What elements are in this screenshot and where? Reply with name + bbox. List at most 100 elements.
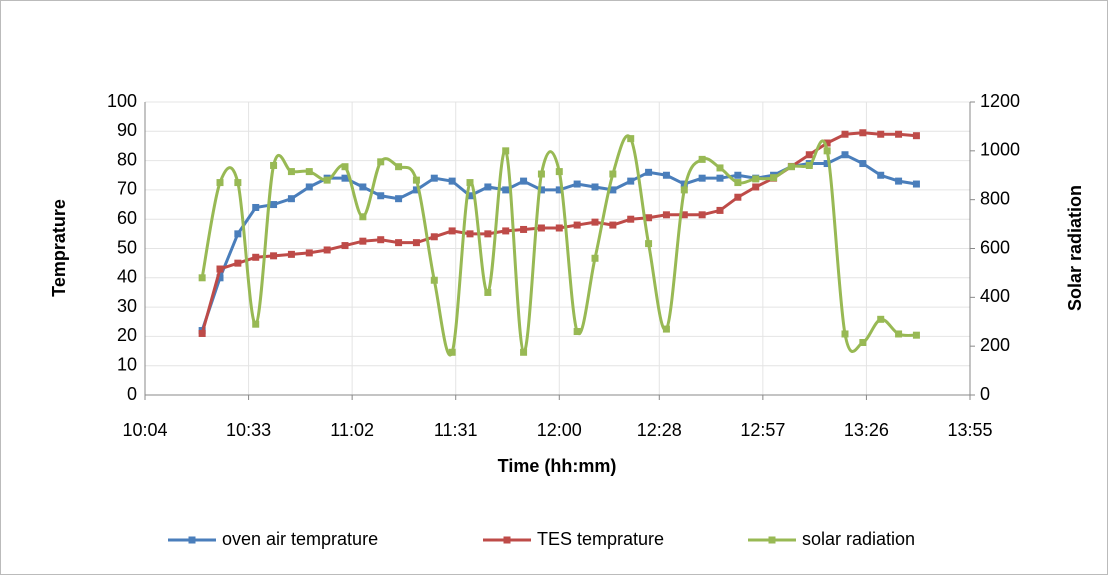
- point-marker: [252, 320, 260, 328]
- point-marker: [466, 192, 474, 200]
- y2-tick-label: 200: [980, 335, 1010, 355]
- point-marker: [448, 177, 456, 185]
- point-marker: [716, 164, 724, 172]
- point-marker: [680, 211, 688, 219]
- point-marker: [252, 253, 260, 261]
- point-marker: [823, 147, 831, 155]
- point-marker: [698, 211, 706, 219]
- point-marker: [662, 325, 670, 333]
- point-marker: [537, 224, 545, 232]
- x-tick-label: 12:28: [637, 420, 682, 440]
- point-marker: [734, 179, 742, 187]
- point-marker: [859, 129, 867, 137]
- legend-label: oven air temprature: [222, 529, 378, 549]
- y-tick-label: 60: [117, 208, 137, 228]
- x-tick-label: 10:04: [122, 420, 167, 440]
- y-tick-label: 0: [127, 384, 137, 404]
- y-tick-label: 90: [117, 120, 137, 140]
- point-marker: [841, 130, 849, 138]
- point-marker: [877, 171, 885, 179]
- point-marker: [805, 151, 813, 159]
- point-marker: [430, 174, 438, 182]
- x-axis-title: Time (hh:mm): [498, 456, 617, 476]
- point-marker: [520, 225, 528, 233]
- point-marker: [430, 276, 438, 284]
- point-marker: [912, 132, 920, 140]
- point-marker: [662, 211, 670, 219]
- point-marker: [270, 161, 278, 169]
- point-marker: [466, 179, 474, 187]
- x-tick-label: 12:57: [740, 420, 785, 440]
- point-marker: [198, 329, 206, 337]
- point-marker: [895, 177, 903, 185]
- point-marker: [234, 259, 242, 267]
- x-tick-label: 12:00: [537, 420, 582, 440]
- point-marker: [395, 195, 403, 203]
- point-marker: [287, 195, 295, 203]
- point-marker: [448, 227, 456, 235]
- point-marker: [430, 233, 438, 241]
- point-marker: [591, 254, 599, 262]
- point-marker: [323, 246, 331, 254]
- point-marker: [734, 193, 742, 201]
- point-marker: [502, 147, 510, 155]
- point-marker: [609, 221, 617, 229]
- point-marker: [520, 177, 528, 185]
- y2-tick-label: 400: [980, 286, 1010, 306]
- point-marker: [287, 250, 295, 258]
- y-tick-label: 80: [117, 149, 137, 169]
- point-marker: [359, 237, 367, 245]
- legend-label: TES temprature: [537, 529, 664, 549]
- point-marker: [555, 168, 563, 176]
- point-marker: [216, 265, 224, 273]
- point-marker: [502, 186, 510, 194]
- point-marker: [341, 242, 349, 250]
- point-marker: [305, 249, 313, 257]
- point-marker: [502, 227, 510, 235]
- point-marker: [591, 183, 599, 191]
- point-marker: [377, 192, 385, 200]
- point-marker: [198, 274, 206, 282]
- point-marker: [573, 328, 581, 336]
- point-marker: [395, 239, 403, 247]
- point-marker: [341, 174, 349, 182]
- y-tick-label: 20: [117, 325, 137, 345]
- point-marker: [573, 180, 581, 188]
- y-tick-label: 30: [117, 296, 137, 316]
- point-marker: [412, 176, 420, 184]
- point-marker: [359, 213, 367, 221]
- x-tick-label: 13:55: [947, 420, 992, 440]
- y-tick-label: 70: [117, 179, 137, 199]
- y2-tick-label: 0: [980, 384, 990, 404]
- y-tick-label: 100: [107, 91, 137, 111]
- point-marker: [805, 161, 813, 169]
- y-tick-label: 10: [117, 354, 137, 374]
- point-marker: [323, 176, 331, 184]
- point-marker: [752, 183, 760, 191]
- point-marker: [412, 239, 420, 247]
- y2-tick-label: 600: [980, 237, 1010, 257]
- point-marker: [645, 214, 653, 222]
- point-marker: [234, 179, 242, 187]
- point-marker: [859, 160, 867, 168]
- point-marker: [252, 203, 260, 211]
- point-marker: [841, 151, 849, 159]
- point-marker: [609, 186, 617, 194]
- point-marker: [734, 171, 742, 179]
- point-marker: [680, 186, 688, 194]
- point-marker: [716, 174, 724, 182]
- point-marker: [627, 215, 635, 223]
- point-marker: [359, 183, 367, 191]
- point-marker: [466, 230, 474, 238]
- point-marker: [341, 163, 349, 171]
- point-marker: [823, 139, 831, 147]
- legend-label: solar radiation: [802, 529, 915, 549]
- point-marker: [216, 274, 224, 282]
- y-tick-label: 50: [117, 237, 137, 257]
- point-marker: [895, 330, 903, 338]
- point-marker: [270, 201, 278, 209]
- legend-marker: [503, 536, 511, 544]
- point-marker: [484, 288, 492, 296]
- point-marker: [537, 186, 545, 194]
- point-marker: [627, 177, 635, 185]
